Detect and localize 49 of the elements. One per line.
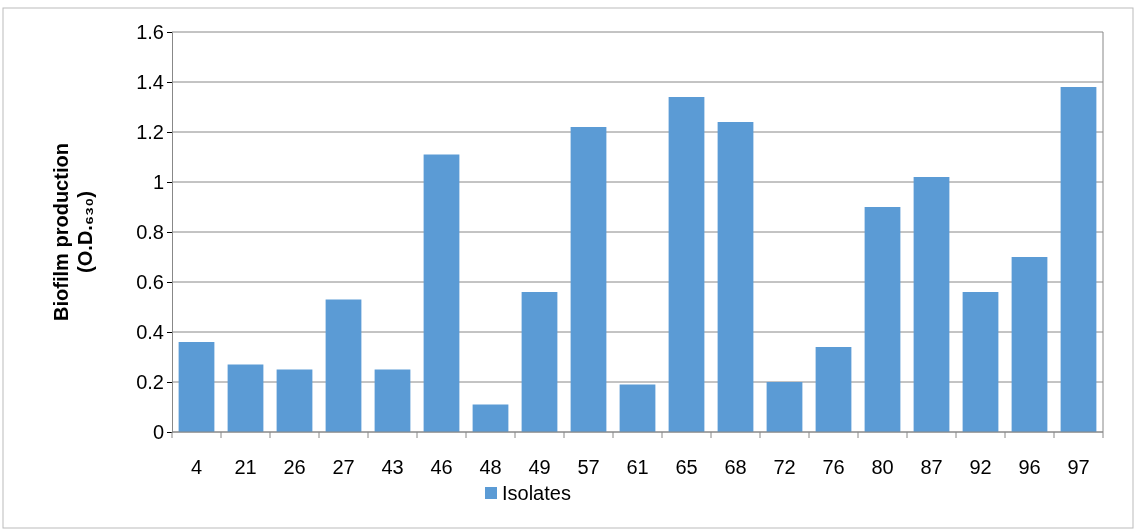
x-tick-label: 27 xyxy=(332,456,355,478)
x-tick-label: 43 xyxy=(381,456,404,478)
bar xyxy=(472,404,509,432)
x-tick-label: 26 xyxy=(283,456,306,478)
bar xyxy=(276,369,313,432)
bar xyxy=(325,299,362,432)
x-tick-label: 21 xyxy=(234,456,257,478)
bar xyxy=(521,292,558,432)
x-tick-label: 4 xyxy=(190,456,203,478)
bar xyxy=(423,154,460,432)
bar xyxy=(570,127,607,432)
y-axis-title: Biofilm production (O.D.₆₃₀) xyxy=(50,143,96,321)
bar xyxy=(913,177,950,432)
x-tick-label: 65 xyxy=(675,456,698,478)
y-tick-label: 1.6 xyxy=(136,20,164,43)
y-tick-label: 0.8 xyxy=(136,220,164,243)
y-tick-label: 1 xyxy=(152,170,164,193)
x-tick-label: 92 xyxy=(969,456,992,478)
bar xyxy=(815,347,852,432)
x-tick-label: 61 xyxy=(626,456,649,478)
x-tick-label: 80 xyxy=(871,456,894,478)
y-tick-label: 0 xyxy=(152,420,164,443)
bar xyxy=(178,342,215,432)
bar xyxy=(864,207,901,432)
x-tick-label: 97 xyxy=(1067,456,1090,478)
bar xyxy=(374,369,411,432)
bar xyxy=(1011,257,1048,432)
y-tick-label: 1.2 xyxy=(136,120,164,143)
x-tick-label: 46 xyxy=(430,456,453,478)
y-tick-label: 0.4 xyxy=(136,320,164,343)
x-tick-label: 76 xyxy=(822,456,845,478)
bar xyxy=(227,364,264,432)
bar xyxy=(668,97,705,432)
bar xyxy=(962,292,999,432)
bar xyxy=(717,122,754,432)
x-tick-label: 68 xyxy=(724,456,747,478)
y-tick-label: 0.6 xyxy=(136,270,164,293)
legend-label: Isolates xyxy=(502,482,571,504)
x-tick-label: 57 xyxy=(577,456,600,478)
x-tick-label: 49 xyxy=(528,456,551,478)
y-tick-label: 1.4 xyxy=(136,70,164,93)
x-tick-label: 87 xyxy=(920,456,943,478)
x-tick-label: 96 xyxy=(1018,456,1041,478)
bar xyxy=(766,382,803,432)
bar xyxy=(619,384,656,432)
y-tick-label: 0.2 xyxy=(136,370,164,393)
x-tick-label: 72 xyxy=(773,456,796,478)
x-tick-label: 48 xyxy=(479,456,502,478)
bar xyxy=(1060,87,1097,432)
